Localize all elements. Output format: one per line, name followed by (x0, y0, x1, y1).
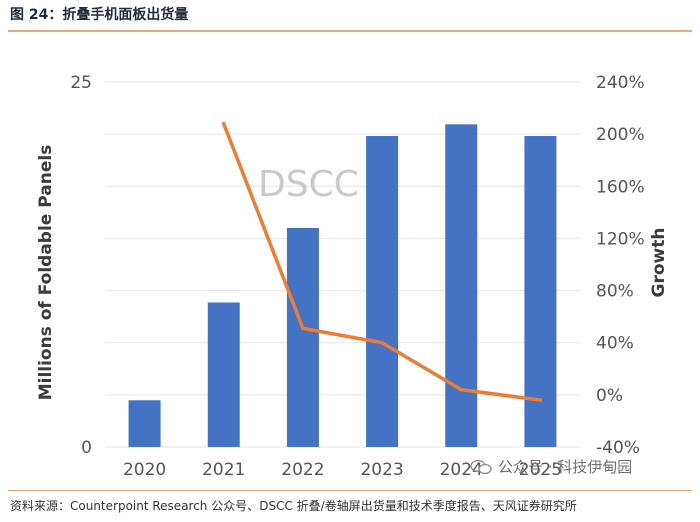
right-tick-label: 40% (596, 334, 634, 354)
right-tick-label: 200% (596, 125, 645, 145)
x-tick-label: 2023 (360, 460, 403, 480)
bar-2022 (286, 228, 319, 447)
bar-series (128, 124, 557, 447)
left-axis-ticks: 0 25 (70, 73, 92, 458)
growth-line-series (221, 121, 543, 402)
left-tick-label: 25 (70, 73, 92, 93)
growth-point-2024 (459, 387, 464, 392)
growth-point-2022 (301, 326, 305, 331)
wechat-watermark: 公众号 · 科技伊甸园 (470, 456, 632, 477)
right-tick-label: 120% (596, 229, 645, 249)
x-tick-label: 2021 (202, 460, 245, 480)
growth-point-2021 (221, 121, 226, 126)
wechat-watermark-text: 公众号 · 科技伊甸园 (498, 458, 633, 476)
wechat-logo-icon (470, 459, 492, 474)
x-tick-label: 2020 (123, 460, 166, 480)
bar-2023 (366, 136, 399, 447)
left-axis-label: Millions of Foldable Panels (36, 145, 56, 401)
x-tick-label: 2024 (440, 460, 483, 480)
growth-point-2025 (538, 398, 543, 402)
top-rule (8, 30, 692, 32)
growth-point-2023 (380, 340, 384, 345)
bar-2024 (445, 124, 478, 447)
left-tick-label: 0 (81, 438, 92, 458)
gridlines (105, 81, 580, 448)
bar-2020 (128, 400, 161, 447)
bar-2021 (207, 302, 240, 447)
right-axis-ticks: 240% 200% 160% 120% 80% 40% 0% -40% (596, 73, 645, 458)
x-axis-ticks: 2020 2021 2022 2023 2024 2025 (123, 460, 562, 480)
bar-2025 (524, 136, 557, 447)
source-note: 资料来源：Counterpoint Research 公众号、DSCC 折叠/卷… (10, 499, 577, 513)
right-tick-label: 0% (596, 386, 623, 406)
right-tick-label: 240% (596, 73, 645, 93)
bottom-rule (8, 490, 692, 491)
right-axis-label: Growth (649, 228, 669, 298)
right-tick-label: -40% (596, 438, 640, 458)
right-tick-label: 160% (596, 177, 645, 197)
dscc-watermark-text: DSCC (258, 164, 359, 205)
right-tick-label: 80% (596, 282, 634, 302)
x-tick-label: 2022 (281, 460, 324, 480)
figure-title: 图 24：折叠手机面板出货量 (10, 7, 189, 23)
x-tick-label: 2025 (519, 460, 562, 480)
foldable-panels-chart: DSCC 2020 2021 2022 2023 2024 2025 0 25 240% 20… (36, 73, 669, 480)
